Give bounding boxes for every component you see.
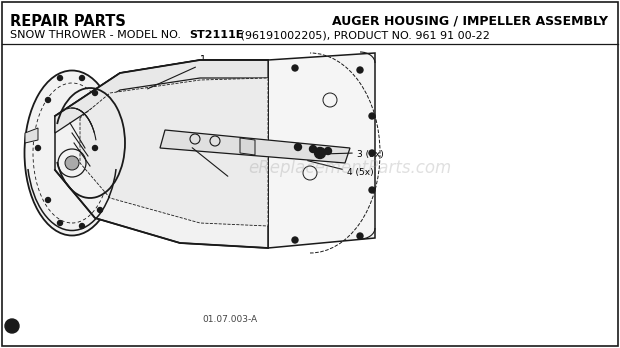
Circle shape	[292, 237, 298, 243]
Circle shape	[357, 67, 363, 73]
Circle shape	[79, 223, 84, 229]
Polygon shape	[268, 53, 375, 248]
Circle shape	[35, 145, 40, 150]
Circle shape	[92, 145, 97, 150]
Circle shape	[292, 65, 298, 71]
Text: AUGER HOUSING / IMPELLER ASSEMBLY: AUGER HOUSING / IMPELLER ASSEMBLY	[332, 15, 608, 27]
Text: 1: 1	[200, 55, 206, 65]
Circle shape	[309, 145, 316, 152]
Circle shape	[357, 233, 363, 239]
Circle shape	[369, 150, 375, 156]
Text: SNOW THROWER - MODEL NO.: SNOW THROWER - MODEL NO.	[10, 30, 185, 40]
Circle shape	[58, 76, 63, 80]
Circle shape	[324, 148, 332, 155]
Circle shape	[65, 156, 79, 170]
Polygon shape	[160, 130, 350, 163]
Text: REPAIR PARTS: REPAIR PARTS	[10, 14, 126, 29]
Text: (96191002205), PRODUCT NO. 961 91 00-22: (96191002205), PRODUCT NO. 961 91 00-22	[237, 30, 490, 40]
Polygon shape	[55, 60, 268, 248]
Text: 4 (5x): 4 (5x)	[347, 168, 374, 177]
Circle shape	[369, 187, 375, 193]
Circle shape	[79, 76, 84, 80]
Circle shape	[45, 198, 50, 203]
Polygon shape	[240, 138, 255, 155]
Polygon shape	[25, 128, 38, 143]
Text: 01.07.003-A: 01.07.003-A	[203, 316, 257, 324]
Polygon shape	[80, 78, 268, 226]
Text: eReplacementParts.com: eReplacementParts.com	[249, 159, 451, 177]
Text: 3 (5x): 3 (5x)	[357, 150, 384, 159]
Circle shape	[314, 148, 326, 158]
Circle shape	[45, 97, 50, 103]
Circle shape	[92, 90, 97, 95]
Text: ST2111E: ST2111E	[189, 30, 244, 40]
Polygon shape	[55, 60, 268, 133]
Circle shape	[58, 221, 63, 226]
Circle shape	[294, 143, 301, 150]
Circle shape	[369, 113, 375, 119]
Text: 2: 2	[232, 183, 238, 193]
Ellipse shape	[25, 71, 120, 236]
Circle shape	[5, 319, 19, 333]
Circle shape	[97, 207, 102, 213]
